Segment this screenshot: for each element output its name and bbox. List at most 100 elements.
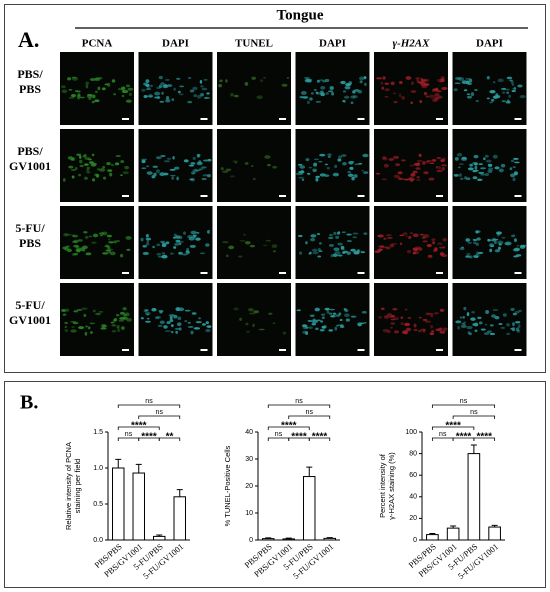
nucleus xyxy=(71,175,75,179)
nucleus xyxy=(253,310,260,314)
nucleus xyxy=(178,235,183,240)
nucleus xyxy=(125,99,132,103)
nucleus xyxy=(385,234,392,237)
nucleus xyxy=(456,152,463,157)
nucleus xyxy=(331,91,335,96)
nucleus xyxy=(467,241,472,244)
nucleus xyxy=(409,164,415,167)
nucleus xyxy=(506,91,510,94)
nucleus xyxy=(516,244,520,247)
significance-label: ** xyxy=(166,432,174,443)
nucleus xyxy=(144,309,149,312)
nucleus xyxy=(330,315,336,318)
micrograph-signal xyxy=(374,232,448,258)
nucleus xyxy=(420,82,426,87)
nucleus xyxy=(363,232,368,235)
nucleus xyxy=(364,82,367,87)
significance-label: ns xyxy=(306,409,314,416)
nucleus xyxy=(171,176,174,180)
nucleus xyxy=(68,96,75,99)
nucleus xyxy=(510,173,516,178)
nucleus xyxy=(431,88,435,93)
nucleus xyxy=(476,251,479,256)
nucleus xyxy=(458,77,465,82)
nucleus xyxy=(512,87,517,90)
nucleus xyxy=(229,175,236,178)
nucleus xyxy=(190,171,195,175)
nucleus xyxy=(382,156,387,160)
nucleus xyxy=(306,172,311,175)
nucleus xyxy=(494,315,500,320)
nucleus xyxy=(186,247,189,252)
row-label: 5-FU/ xyxy=(15,298,45,312)
nucleus xyxy=(510,159,515,163)
nucleus xyxy=(438,246,445,249)
nucleus xyxy=(318,242,322,245)
nucleus xyxy=(200,93,204,97)
nucleus xyxy=(154,316,160,320)
nucleus xyxy=(344,95,350,99)
nucleus xyxy=(439,330,446,334)
nucleus xyxy=(272,250,277,253)
micrograph-signal xyxy=(233,307,287,335)
nucleus xyxy=(76,153,82,156)
nucleus xyxy=(420,77,424,81)
nucleus xyxy=(306,79,313,83)
nucleus xyxy=(474,165,478,170)
nucleus xyxy=(166,321,171,325)
nucleus xyxy=(300,91,307,95)
nucleus xyxy=(123,313,127,317)
nucleus xyxy=(383,315,390,319)
nucleus xyxy=(401,95,405,100)
nucleus xyxy=(403,178,410,181)
nucleus xyxy=(183,159,188,163)
nucleus xyxy=(185,159,189,163)
nucleus xyxy=(455,320,462,324)
nucleus xyxy=(62,246,69,250)
nucleus xyxy=(362,153,369,158)
nucleus xyxy=(408,177,414,180)
nucleus xyxy=(457,326,461,330)
nucleus xyxy=(474,169,479,172)
nucleus xyxy=(171,330,174,334)
nucleus xyxy=(175,235,181,239)
nucleus xyxy=(514,310,520,314)
nucleus xyxy=(380,307,385,310)
scale-bar xyxy=(200,195,208,197)
nucleus xyxy=(106,234,113,238)
nucleus xyxy=(392,307,398,311)
nucleus xyxy=(128,92,132,96)
nucleus xyxy=(516,329,521,333)
nucleus xyxy=(416,78,420,83)
nucleus xyxy=(315,327,319,331)
nucleus xyxy=(333,231,337,235)
nucleus xyxy=(351,161,355,163)
bar xyxy=(446,527,460,541)
nucleus xyxy=(150,84,153,88)
error-bar xyxy=(176,489,183,497)
nucleus xyxy=(225,168,232,172)
nucleus xyxy=(184,320,188,323)
nucleus xyxy=(415,77,421,80)
nucleus xyxy=(60,309,67,312)
nucleus xyxy=(324,174,330,178)
nucleus xyxy=(344,313,350,317)
nucleus xyxy=(117,328,121,333)
nucleus xyxy=(124,165,130,170)
nucleus xyxy=(122,171,129,175)
significance-label: ns xyxy=(125,431,133,438)
scale-bar xyxy=(122,349,129,351)
nucleus xyxy=(190,330,194,335)
micrograph xyxy=(452,52,527,125)
nucleus xyxy=(170,324,174,327)
nucleus xyxy=(428,312,434,316)
nucleus xyxy=(68,165,74,169)
nucleus xyxy=(346,233,352,236)
nucleus xyxy=(488,167,494,171)
nucleus xyxy=(467,167,474,171)
nucleus xyxy=(194,169,201,172)
nucleus xyxy=(107,238,111,241)
nucleus xyxy=(462,315,465,319)
nucleus xyxy=(392,155,400,159)
bar xyxy=(323,537,336,541)
